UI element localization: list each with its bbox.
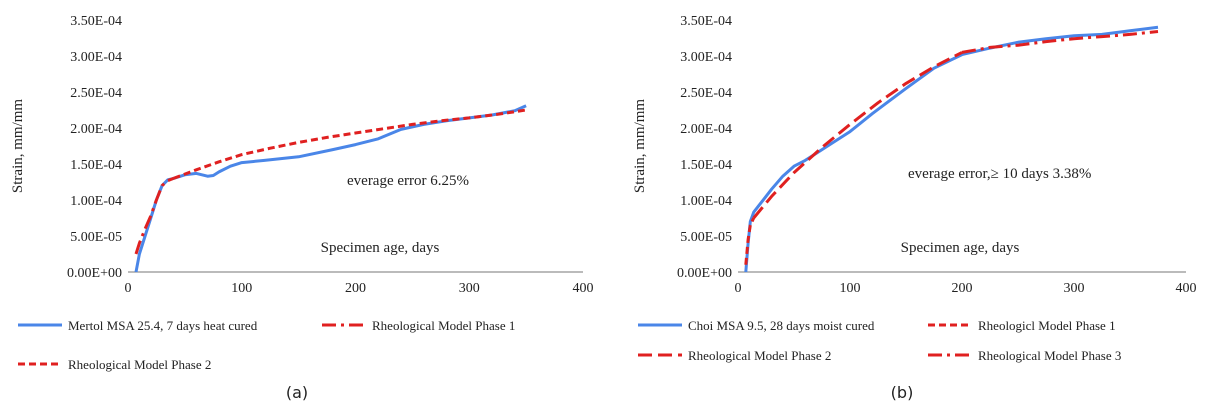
legend-label: Rheological Model Phase 2 xyxy=(68,357,211,372)
chart-b: 0.00E+00 5.00E-05 1.00E-04 1.50E-04 2.00E-04… xyxy=(632,14,1197,402)
legend-label: Rheologicl Model Phase 1 xyxy=(978,318,1116,333)
legend-label: Rheological Model Phase 3 xyxy=(978,348,1121,363)
legend-label: Choi MSA 9.5, 28 days moist cured xyxy=(688,318,875,333)
series-line-2 xyxy=(744,217,756,265)
chart-a: 0.00E+00 5.00E-05 1.00E-04 1.50E-04 2.00E-04… xyxy=(10,14,594,402)
y-tick-label: 3.50E-04 xyxy=(70,14,122,29)
y-tick-label: 1.00E-04 xyxy=(70,194,122,209)
series-line-2 xyxy=(134,177,175,255)
x-tick-label: 400 xyxy=(573,281,594,296)
x-axis-label: Specimen age, days xyxy=(901,240,1020,256)
y-tick-label: 3.00E-04 xyxy=(70,50,122,65)
series-line-3 xyxy=(172,108,527,180)
x-tick-label: 0 xyxy=(735,281,742,296)
y-tick-label: 2.00E-04 xyxy=(680,122,732,137)
x-tick-label: 200 xyxy=(345,281,366,296)
y-tick-label: 3.50E-04 xyxy=(680,14,732,29)
y-tick-label: 3.00E-04 xyxy=(680,50,732,65)
x-tick-label: 100 xyxy=(840,281,861,296)
y-tick-label: 2.00E-04 xyxy=(70,122,122,137)
x-tick-label: 0 xyxy=(125,281,132,296)
y-tick-label: 5.00E-05 xyxy=(70,230,122,245)
y-tick-label: 2.50E-04 xyxy=(680,86,732,101)
y-tick-label: 5.00E-05 xyxy=(680,230,732,245)
y-tick-label: 0.00E+00 xyxy=(67,266,122,281)
error-annotation: everage error,≥ 10 days 3.38% xyxy=(908,166,1091,182)
x-tick-label: 400 xyxy=(1176,281,1197,296)
y-tick-label: 1.50E-04 xyxy=(680,158,732,173)
y-axis-label: Strain, mm/mm xyxy=(632,99,648,194)
legend-label: Mertol MSA 25.4, 7 days heat cured xyxy=(68,318,258,333)
y-tick-label: 1.50E-04 xyxy=(70,158,122,173)
y-axis-label: Strain, mm/mm xyxy=(10,99,26,194)
y-tick-label: 2.50E-04 xyxy=(70,86,122,101)
series-line-4 xyxy=(961,30,1159,54)
legend-label: Rheological Model Phase 1 xyxy=(372,318,515,333)
y-tick-label: 1.00E-04 xyxy=(680,194,732,209)
panel-label: (b) xyxy=(891,383,914,402)
x-axis-label: Specimen age, days xyxy=(321,240,440,256)
legend-label: Rheological Model Phase 2 xyxy=(688,348,831,363)
x-tick-label: 200 xyxy=(952,281,973,296)
y-tick-label: 0.00E+00 xyxy=(677,266,732,281)
series-line-1 xyxy=(744,25,1159,273)
panel-label: (a) xyxy=(286,383,308,402)
x-tick-label: 100 xyxy=(231,281,252,296)
error-annotation: everage error 6.25% xyxy=(347,173,469,189)
x-tick-label: 300 xyxy=(459,281,480,296)
series-line-3 xyxy=(752,51,963,219)
x-tick-label: 300 xyxy=(1064,281,1085,296)
